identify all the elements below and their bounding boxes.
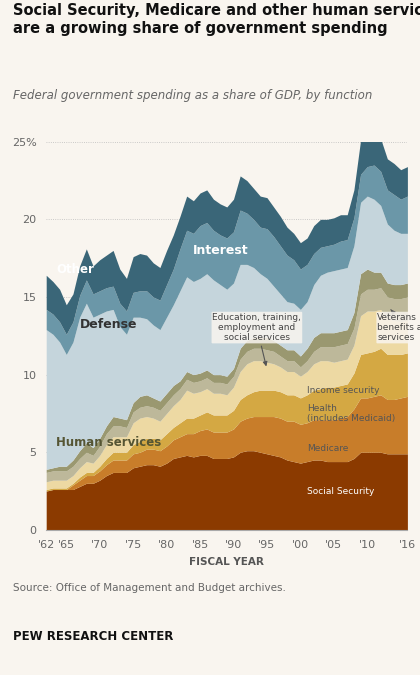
Text: PEW RESEARCH CENTER: PEW RESEARCH CENTER [13,630,173,643]
Text: Social Security, Medicare and other human services
are a growing share of govern: Social Security, Medicare and other huma… [13,3,420,36]
Text: Human services: Human services [56,437,161,450]
Text: Income security: Income security [307,386,380,396]
Text: Social Security: Social Security [307,487,375,496]
X-axis label: FISCAL YEAR: FISCAL YEAR [189,557,264,566]
Text: Medicare: Medicare [307,443,349,453]
Text: Defense: Defense [80,319,137,331]
Text: Source: Office of Management and Budget archives.: Source: Office of Management and Budget … [13,583,286,593]
Text: Federal government spending as a share of GDP, by function: Federal government spending as a share o… [13,88,372,101]
Text: Education, training,
employment and
social services: Education, training, employment and soci… [213,313,301,365]
Text: Health
(includes Medicaid): Health (includes Medicaid) [307,404,395,423]
Text: Veterans
benefits and
services: Veterans benefits and services [377,310,420,342]
Text: Other: Other [56,263,94,275]
Text: Interest: Interest [193,244,249,257]
